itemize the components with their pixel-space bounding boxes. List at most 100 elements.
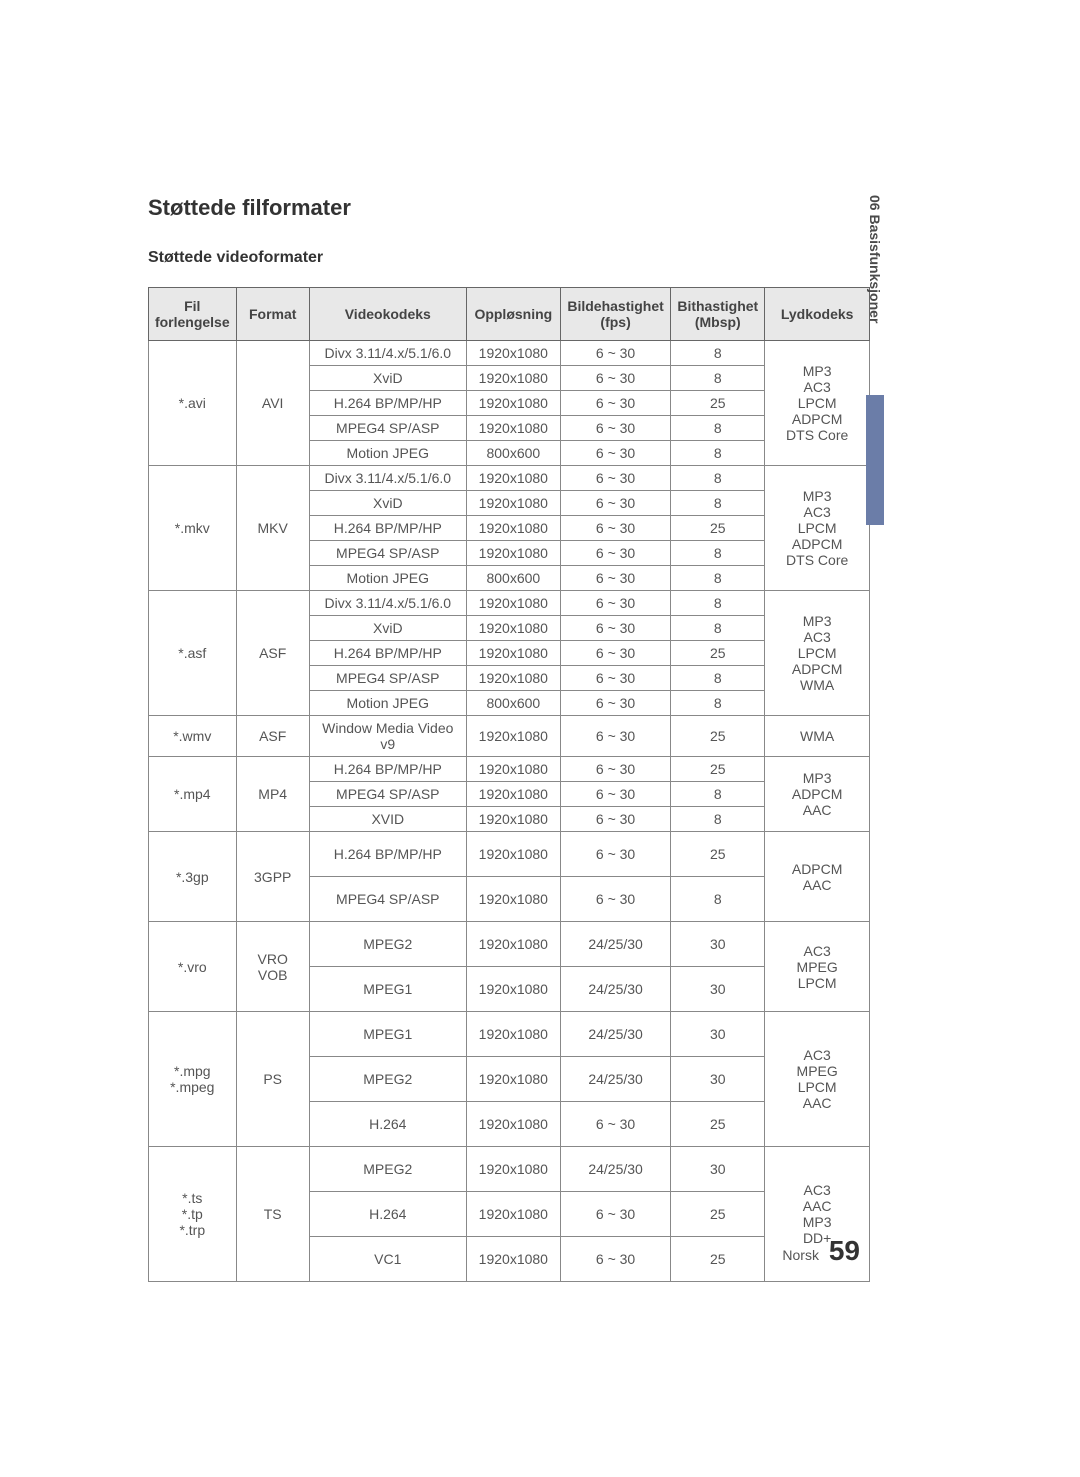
cell-resolution: 1920x1080 xyxy=(466,391,560,416)
tab-color-bar xyxy=(866,395,884,525)
cell-bitrate: 30 xyxy=(671,1057,765,1102)
cell-bitrate: 25 xyxy=(671,757,765,782)
cell-fps: 6 ~ 30 xyxy=(560,616,670,641)
cell-vcodec: MPEG1 xyxy=(309,967,466,1012)
cell-vcodec: MPEG2 xyxy=(309,922,466,967)
cell-resolution: 1920x1080 xyxy=(466,877,560,922)
section-tab: 06 Basisfunksjoner xyxy=(866,195,884,375)
cell-vcodec: H.264 BP/MP/HP xyxy=(309,832,466,877)
cell-fps: 6 ~ 30 xyxy=(560,1192,670,1237)
cell-fps: 6 ~ 30 xyxy=(560,832,670,877)
cell-ext: *.vro xyxy=(149,922,237,1012)
cell-bitrate: 25 xyxy=(671,1102,765,1147)
cell-resolution: 1920x1080 xyxy=(466,967,560,1012)
cell-resolution: 1920x1080 xyxy=(466,366,560,391)
cell-vcodec: H.264 xyxy=(309,1102,466,1147)
cell-bitrate: 8 xyxy=(671,341,765,366)
cell-fps: 24/25/30 xyxy=(560,922,670,967)
cell-acodec: MP3AC3LPCMADPCMDTS Core xyxy=(765,341,870,466)
cell-resolution: 1920x1080 xyxy=(466,666,560,691)
cell-vcodec: MPEG4 SP/ASP xyxy=(309,877,466,922)
cell-resolution: 1920x1080 xyxy=(466,832,560,877)
cell-resolution: 1920x1080 xyxy=(466,491,560,516)
cell-fps: 6 ~ 30 xyxy=(560,1102,670,1147)
section-title: Støttede filformater xyxy=(148,195,870,221)
cell-bitrate: 8 xyxy=(671,566,765,591)
table-row: *.vroVROVOBMPEG21920x108024/25/3030AC3MP… xyxy=(149,922,870,967)
cell-bitrate: 25 xyxy=(671,1237,765,1282)
cell-resolution: 1920x1080 xyxy=(466,782,560,807)
cell-vcodec: MPEG4 SP/ASP xyxy=(309,782,466,807)
page-footer: Norsk 59 xyxy=(782,1235,860,1267)
cell-format: TS xyxy=(236,1147,309,1282)
cell-bitrate: 8 xyxy=(671,491,765,516)
video-formats-table: Filforlengelse Format Videokodeks Oppløs… xyxy=(148,287,870,1282)
cell-fps: 6 ~ 30 xyxy=(560,466,670,491)
cell-ext: *.mkv xyxy=(149,466,237,591)
cell-vcodec: MPEG2 xyxy=(309,1057,466,1102)
cell-vcodec: H.264 BP/MP/HP xyxy=(309,641,466,666)
cell-resolution: 800x600 xyxy=(466,441,560,466)
table-row: *.ts*.tp*.trpTSMPEG21920x108024/25/3030A… xyxy=(149,1147,870,1192)
cell-vcodec: Divx 3.11/4.x/5.1/6.0 xyxy=(309,341,466,366)
th-format: Format xyxy=(236,288,309,341)
cell-fps: 6 ~ 30 xyxy=(560,1237,670,1282)
cell-bitrate: 25 xyxy=(671,1192,765,1237)
cell-resolution: 1920x1080 xyxy=(466,341,560,366)
cell-resolution: 1920x1080 xyxy=(466,1102,560,1147)
cell-fps: 6 ~ 30 xyxy=(560,416,670,441)
cell-acodec: AC3MPEGLPCMAAC xyxy=(765,1012,870,1147)
table-row: *.3gp3GPPH.264 BP/MP/HP1920x10806 ~ 3025… xyxy=(149,832,870,877)
table-row: *.mpg*.mpegPSMPEG11920x108024/25/3030AC3… xyxy=(149,1012,870,1057)
cell-fps: 6 ~ 30 xyxy=(560,807,670,832)
cell-resolution: 1920x1080 xyxy=(466,1237,560,1282)
table-row: *.mkvMKVDivx 3.11/4.x/5.1/6.01920x10806 … xyxy=(149,466,870,491)
cell-bitrate: 8 xyxy=(671,877,765,922)
cell-resolution: 1920x1080 xyxy=(466,466,560,491)
cell-vcodec: XviD xyxy=(309,491,466,516)
cell-bitrate: 30 xyxy=(671,922,765,967)
cell-ext: *.mpg*.mpeg xyxy=(149,1012,237,1147)
cell-fps: 6 ~ 30 xyxy=(560,541,670,566)
cell-bitrate: 8 xyxy=(671,807,765,832)
cell-fps: 24/25/30 xyxy=(560,1057,670,1102)
cell-fps: 6 ~ 30 xyxy=(560,491,670,516)
cell-resolution: 1920x1080 xyxy=(466,516,560,541)
cell-ext: *.ts*.tp*.trp xyxy=(149,1147,237,1282)
cell-fps: 6 ~ 30 xyxy=(560,366,670,391)
cell-acodec: MP3AC3LPCMADPCMWMA xyxy=(765,591,870,716)
cell-format: MP4 xyxy=(236,757,309,832)
cell-resolution: 1920x1080 xyxy=(466,641,560,666)
cell-ext: *.avi xyxy=(149,341,237,466)
cell-bitrate: 30 xyxy=(671,1147,765,1192)
cell-bitrate: 8 xyxy=(671,441,765,466)
th-acodec: Lydkodeks xyxy=(765,288,870,341)
cell-resolution: 1920x1080 xyxy=(466,807,560,832)
cell-resolution: 1920x1080 xyxy=(466,922,560,967)
cell-acodec: AC3MPEGLPCM xyxy=(765,922,870,1012)
cell-vcodec: H.264 xyxy=(309,1192,466,1237)
cell-fps: 6 ~ 30 xyxy=(560,782,670,807)
cell-fps: 6 ~ 30 xyxy=(560,716,670,757)
cell-vcodec: MPEG4 SP/ASP xyxy=(309,666,466,691)
cell-fps: 6 ~ 30 xyxy=(560,757,670,782)
th-vcodec: Videokodeks xyxy=(309,288,466,341)
table-row: *.asfASFDivx 3.11/4.x/5.1/6.01920x10806 … xyxy=(149,591,870,616)
cell-fps: 24/25/30 xyxy=(560,1012,670,1057)
cell-vcodec: Divx 3.11/4.x/5.1/6.0 xyxy=(309,466,466,491)
table-row: *.mp4MP4H.264 BP/MP/HP1920x10806 ~ 3025M… xyxy=(149,757,870,782)
cell-acodec: MP3AC3LPCMADPCMDTS Core xyxy=(765,466,870,591)
cell-resolution: 1920x1080 xyxy=(466,541,560,566)
th-fps: Bildehastighet(fps) xyxy=(560,288,670,341)
cell-bitrate: 8 xyxy=(671,416,765,441)
cell-ext: *.wmv xyxy=(149,716,237,757)
cell-bitrate: 8 xyxy=(671,366,765,391)
sub-title: Støttede videoformater xyxy=(148,249,870,267)
cell-fps: 6 ~ 30 xyxy=(560,641,670,666)
cell-resolution: 1920x1080 xyxy=(466,616,560,641)
cell-vcodec: MPEG4 SP/ASP xyxy=(309,416,466,441)
cell-vcodec: Window Media Video v9 xyxy=(309,716,466,757)
cell-fps: 6 ~ 30 xyxy=(560,566,670,591)
cell-resolution: 800x600 xyxy=(466,566,560,591)
cell-vcodec: XviD xyxy=(309,616,466,641)
